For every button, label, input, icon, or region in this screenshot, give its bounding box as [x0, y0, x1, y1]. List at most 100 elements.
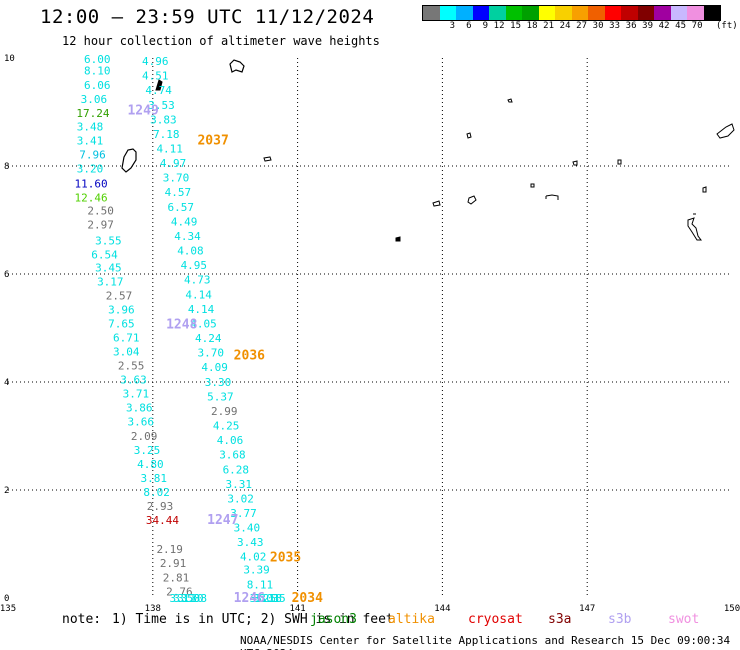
- swh-value: 2.81: [163, 571, 190, 584]
- axis-ticks: 135 138 141 144 147 150 0 2 4 6 8 10: [0, 54, 740, 614]
- swh-value: 2.19: [156, 543, 183, 556]
- swh-value: 3.86: [126, 402, 153, 415]
- swh-value: 4.14: [188, 303, 215, 316]
- swh-value: 3.50: [173, 592, 200, 605]
- swh-value: 6.28: [223, 463, 250, 476]
- pass-time-label: 1249: [127, 104, 158, 119]
- swh-value: 3.53: [148, 99, 175, 112]
- swh-value: 3.25: [250, 592, 277, 605]
- colorbar-swatch: [456, 6, 473, 20]
- swh-value: 4.73: [184, 274, 211, 287]
- x-tick-label: 138: [145, 604, 161, 614]
- palau-island: [121, 148, 137, 173]
- pass-time-label: 1248: [166, 318, 197, 333]
- swh-value: 3.02: [227, 492, 254, 505]
- colorbar-label: 39: [642, 21, 653, 31]
- swh-value: 4.57: [165, 186, 192, 199]
- swh-value: 4.95: [181, 259, 208, 272]
- swh-value: 12.46: [74, 192, 107, 205]
- x-tick-label: 141: [289, 604, 305, 614]
- swh-value: 4.11: [156, 143, 183, 156]
- swh-value: 17.24: [76, 107, 109, 120]
- swh-value: 3.77: [230, 507, 257, 520]
- swh-value: 3.38: [181, 592, 208, 605]
- swh-value: 2.50: [87, 205, 114, 218]
- islet: [395, 236, 401, 242]
- colorbar-swatch: [637, 6, 654, 20]
- satellite-legend-jason3: jason3: [310, 612, 357, 627]
- swh-value: 4.34: [174, 230, 201, 243]
- swh-value: 2.55: [118, 360, 145, 373]
- colorbar-swatch: [687, 6, 704, 20]
- swh-value: 3.70: [163, 172, 190, 185]
- islet: [530, 183, 535, 188]
- islet: [545, 194, 559, 200]
- swh-value: 3.41: [77, 134, 104, 147]
- colorbar-label: 18: [526, 21, 538, 31]
- islet: [467, 195, 477, 205]
- pass-time-label: 2036: [234, 348, 265, 363]
- swh-value: 3.83: [150, 113, 177, 126]
- land-outlines: [121, 59, 735, 242]
- swh-value: 34.44: [146, 514, 179, 527]
- swh-value: 6.54: [91, 248, 118, 261]
- map-subtitle: 12 hour collection of altimeter wave hei…: [62, 34, 380, 48]
- swh-value: 3.96: [108, 303, 135, 316]
- north-islet: [229, 59, 245, 73]
- colorbar-swatch: [588, 6, 605, 20]
- pass-time-label: 1247: [207, 513, 238, 528]
- swh-value: 6.06: [84, 79, 111, 92]
- colorbar-swatch: [654, 6, 671, 20]
- swh-value: 4.97: [160, 157, 187, 170]
- swh-value: 3.04: [113, 346, 140, 359]
- colorbar-swatch: [703, 6, 720, 20]
- swh-value: 3.55: [95, 234, 122, 247]
- colorbar-label: 70: [691, 21, 703, 31]
- swh-value: 4.51: [142, 70, 169, 83]
- swh-value: 3.39: [243, 564, 270, 577]
- swh-value: 4.74: [145, 84, 172, 97]
- swh-value: 4.14: [185, 288, 212, 301]
- swh-value: 3.06: [81, 93, 108, 106]
- pass-time-labels: 1249 2037 1248 2036 1247 2035 1246 2034: [127, 104, 323, 606]
- colorbar-labels: 3 6 9 12 15 18 21 24 27 30 33 36 39 42 45 70: [422, 21, 703, 31]
- x-tick-label: 135: [0, 604, 16, 614]
- swh-value: 8.02: [143, 486, 170, 499]
- colorbar-label: 42: [658, 21, 670, 31]
- swh-value: 3.71: [123, 388, 150, 401]
- colorbar-label: 36: [625, 21, 637, 31]
- swh-value: 2.93: [147, 500, 174, 513]
- note-text: 1) Time is in UTC; 2) SWH is in feet: [112, 612, 394, 627]
- swh-value: 4.05: [190, 317, 217, 330]
- swh-value: 3.01: [253, 592, 280, 605]
- satellite-legend-swot: swot: [668, 612, 700, 627]
- x-tick-label: 150: [724, 604, 740, 614]
- y-tick-label: 2: [4, 486, 9, 496]
- swh-value: 3.20: [77, 162, 104, 175]
- map-title: 12:00 – 23:59 UTC 11/12/2024: [40, 6, 375, 28]
- y-tick-label: 6: [4, 270, 9, 280]
- colorbar-swatch: [522, 6, 539, 20]
- swh-value: 6.57: [168, 201, 195, 214]
- swh-value: 3.30: [205, 376, 232, 389]
- swh-value: 3.30: [177, 592, 204, 605]
- colorbar-swatch: [670, 6, 687, 20]
- islet: [466, 132, 472, 139]
- swh-value: 2.76: [166, 585, 193, 598]
- kayangel-island: [155, 79, 163, 91]
- islet: [702, 186, 707, 193]
- pass-time-label: 1246: [234, 591, 265, 606]
- swh-value: 2.97: [87, 219, 114, 232]
- pass-time-label: 2037: [197, 133, 228, 148]
- islet: [507, 98, 513, 103]
- colorbar-swatch: [621, 6, 638, 20]
- swh-value: 3.17: [97, 275, 124, 288]
- colorbar-swatch: [538, 6, 555, 20]
- swh-value: 4.96: [142, 55, 169, 68]
- swh-value: 3.66: [127, 416, 154, 429]
- swh-value: 4.08: [177, 245, 204, 258]
- x-tick-label: 144: [434, 604, 450, 614]
- chuuk-islands: [687, 217, 702, 241]
- colorbar-unit: (ft): [716, 21, 738, 31]
